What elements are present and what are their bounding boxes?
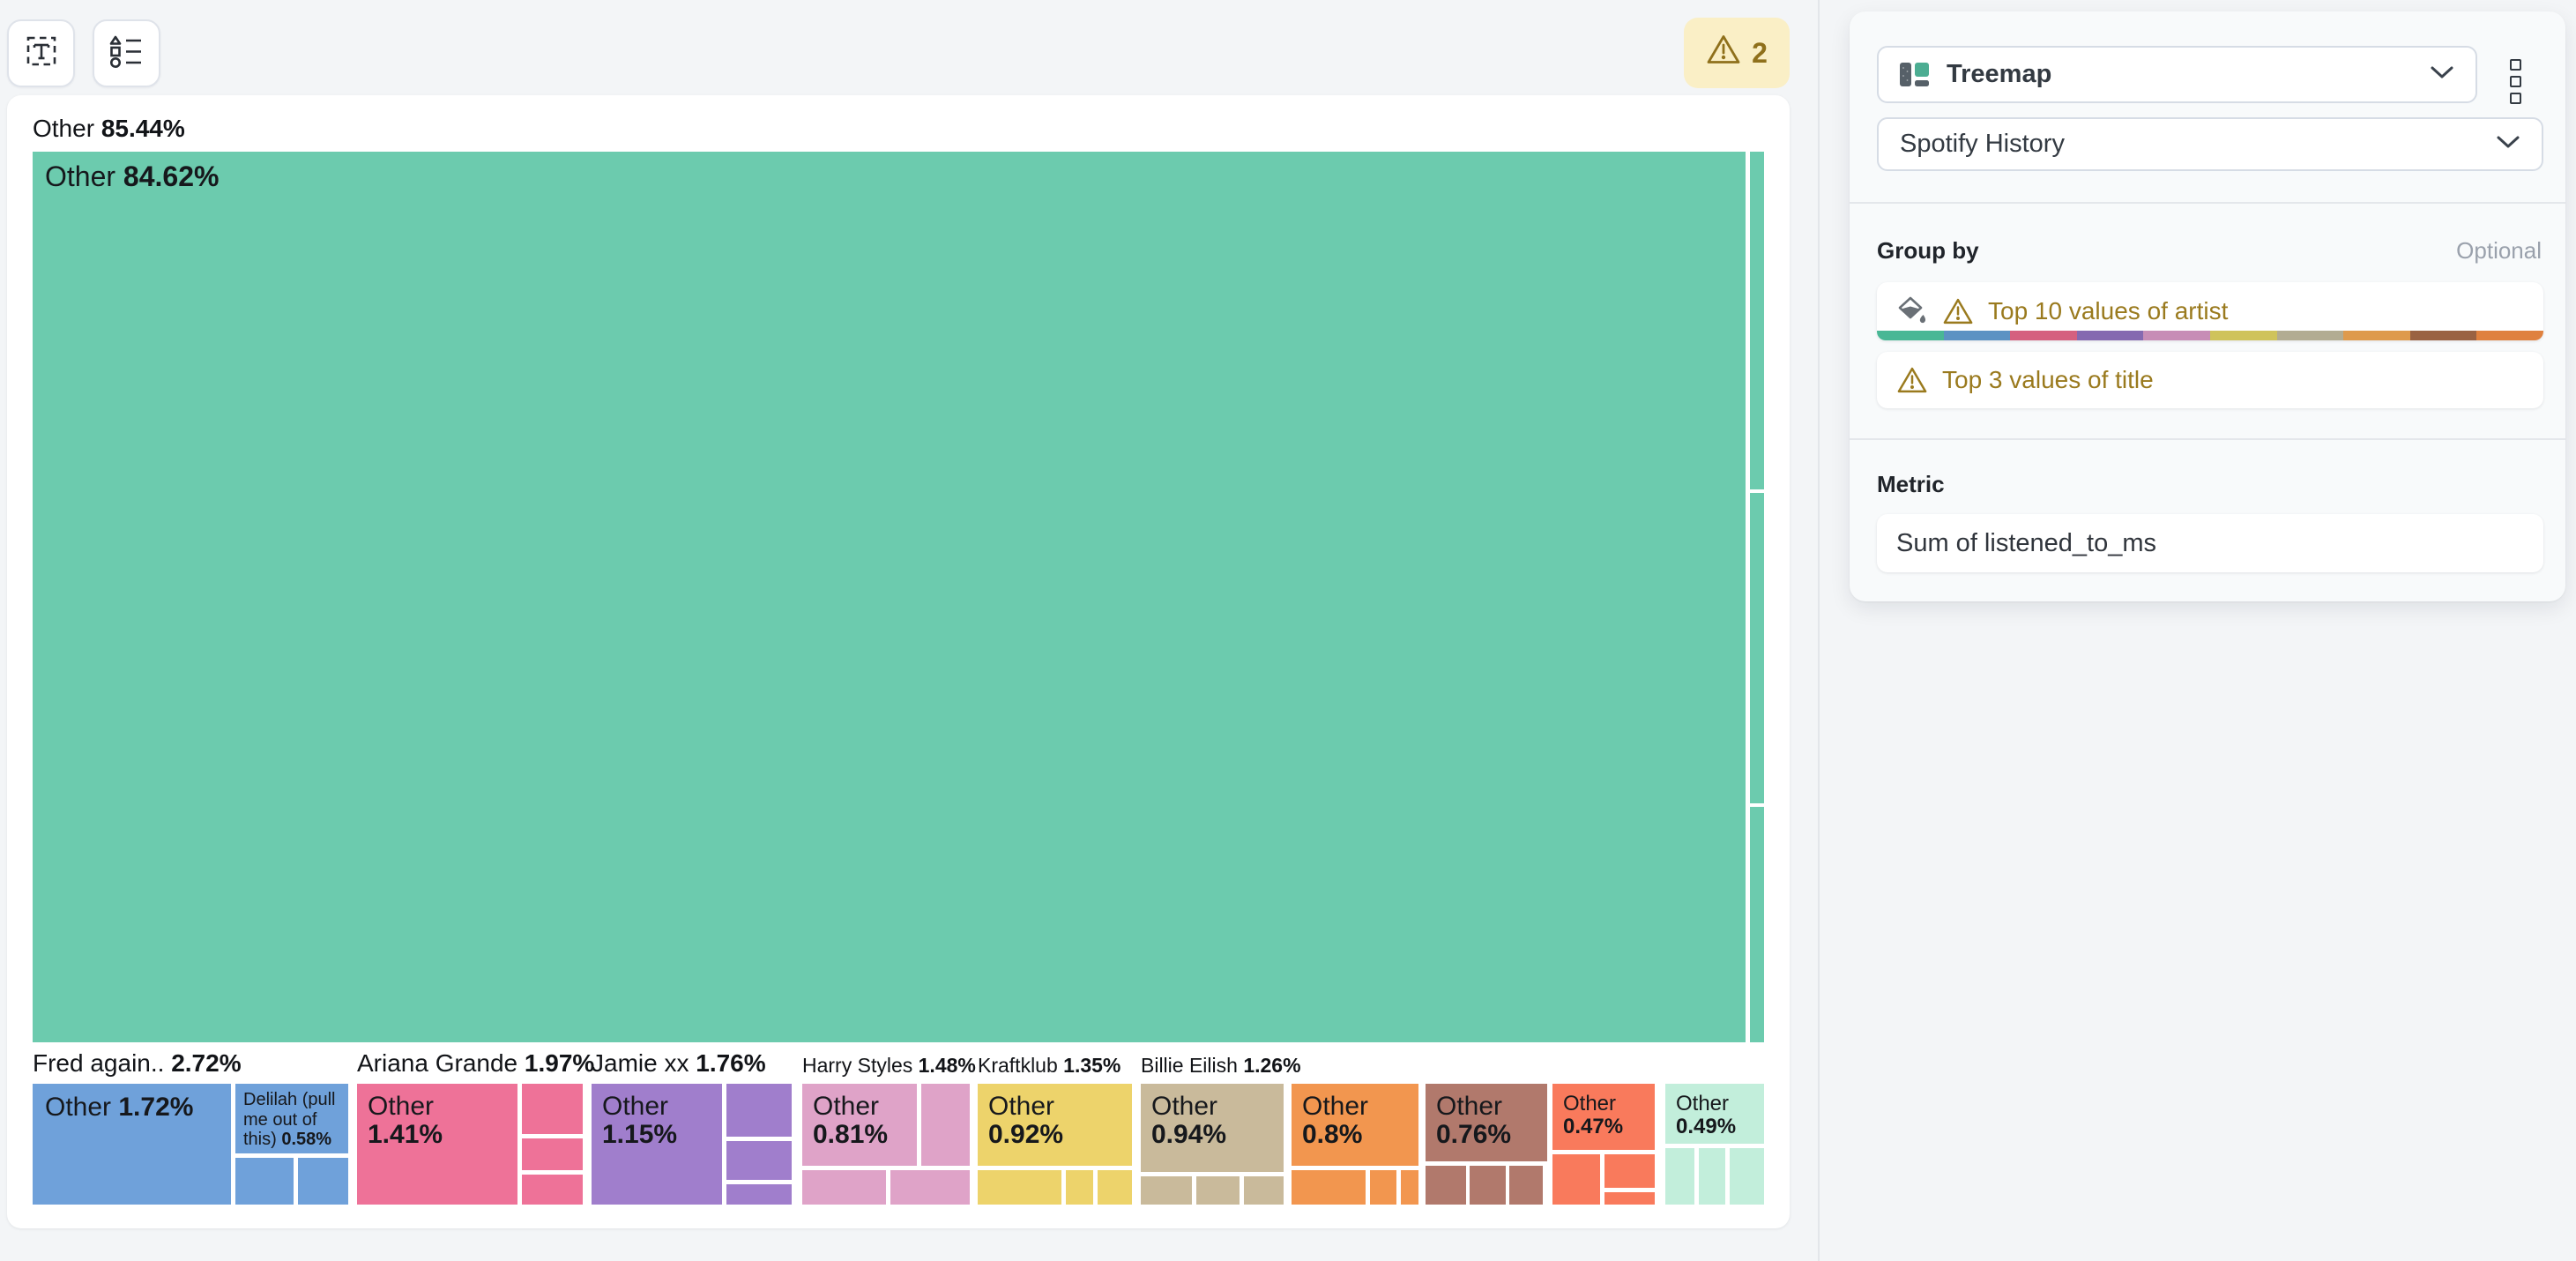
treemap-block[interactable]: [1066, 1170, 1093, 1205]
group-by-item-artist[interactable]: Top 10 values of artist: [1877, 282, 2543, 340]
palette-swatch: [1943, 331, 2011, 340]
palette-swatch: [2276, 331, 2344, 340]
config-panel: Treemap Spotify History Group by Optiona…: [1850, 11, 2565, 601]
group-by-item-title[interactable]: Top 3 values of title: [1877, 352, 2543, 408]
palette-swatch: [2010, 331, 2077, 340]
data-source-select[interactable]: Spotify History: [1877, 117, 2543, 171]
viz-type-select[interactable]: Treemap: [1877, 46, 2477, 103]
treemap-block[interactable]: Other 0.47%: [1552, 1084, 1655, 1150]
more-options-button[interactable]: [2502, 59, 2528, 104]
palette-swatch: [2343, 331, 2410, 340]
treemap-block[interactable]: Other 0.49%: [1665, 1084, 1764, 1144]
treemap-block[interactable]: [1665, 1148, 1694, 1205]
section-divider: [1850, 202, 2565, 204]
artist-color-ramp: [1877, 331, 2543, 340]
treemap-group-label: Kraftklub 1.35%: [978, 1054, 1121, 1077]
treemap-group-label: Jamie xx 1.76%: [592, 1049, 766, 1077]
palette-swatch: [2143, 331, 2210, 340]
treemap-block[interactable]: [235, 1158, 294, 1205]
palette-swatch: [2476, 331, 2543, 340]
treemap-block[interactable]: [1098, 1170, 1132, 1205]
treemap-canvas: Other 84.62% Other 1.72% Delilah (pull me …: [7, 95, 1790, 1228]
treemap-group-label: Billie Eilish 1.26%: [1141, 1054, 1301, 1077]
treemap-group-label: Ariana Grande 1.97%: [357, 1049, 595, 1077]
treemap-icon: [1900, 63, 1929, 86]
treemap-block[interactable]: [726, 1084, 792, 1137]
treemap-block[interactable]: [802, 1170, 886, 1205]
group-by-optional-label: Optional: [2456, 237, 2542, 264]
metric-value: Sum of listened_to_ms: [1896, 528, 2156, 557]
treemap-block[interactable]: Other 0.94%: [1141, 1084, 1284, 1172]
treemap-block[interactable]: [1750, 493, 1764, 803]
treemap-block[interactable]: [890, 1170, 970, 1205]
group-by-header: Group by: [1877, 237, 1979, 264]
metric-item[interactable]: Sum of listened_to_ms: [1877, 514, 2543, 572]
treemap-block[interactable]: [522, 1175, 583, 1205]
text-selection-button[interactable]: [7, 19, 75, 87]
treemap-block[interactable]: [1604, 1192, 1655, 1205]
legend-button[interactable]: [93, 19, 160, 87]
viz-type-value: Treemap: [1947, 60, 2052, 88]
treemap-block[interactable]: [522, 1084, 583, 1134]
warning-triangle-icon: [1942, 297, 1974, 325]
treemap-block[interactable]: [921, 1084, 970, 1166]
treemap-block[interactable]: [1730, 1148, 1764, 1205]
palette-swatch: [2076, 331, 2144, 340]
treemap-block[interactable]: [1401, 1170, 1418, 1205]
palette-swatch: [2209, 331, 2277, 340]
text-selection-icon: [22, 32, 61, 75]
treemap-block[interactable]: [1699, 1148, 1725, 1205]
treemap-block[interactable]: [1244, 1176, 1284, 1205]
treemap-group-label: Harry Styles 1.48%: [802, 1054, 976, 1077]
chart-card: Other 84.62% Other 1.72% Delilah (pull me …: [7, 95, 1790, 1228]
section-divider: [1850, 438, 2565, 440]
warning-triangle-icon: [1896, 366, 1928, 394]
group-by-item-label: Top 10 values of artist: [1988, 297, 2229, 325]
treemap-block[interactable]: [1604, 1154, 1655, 1188]
treemap-block[interactable]: [1750, 807, 1764, 1042]
treemap-block[interactable]: [1750, 152, 1764, 489]
treemap-block[interactable]: [1141, 1176, 1192, 1205]
treemap-block[interactable]: [298, 1158, 348, 1205]
treemap-block[interactable]: Other 0.8%: [1292, 1084, 1418, 1166]
chevron-down-icon: [2430, 65, 2454, 84]
metric-header: Metric: [1877, 471, 1945, 497]
paint-bucket-icon: [1896, 296, 1928, 326]
vertical-divider: [1818, 0, 1820, 1261]
treemap-block[interactable]: Other 0.81%: [802, 1084, 917, 1166]
treemap-group-label: Fred again.. 2.72%: [33, 1049, 242, 1077]
treemap-block[interactable]: [1509, 1166, 1543, 1205]
warning-count: 2: [1752, 36, 1768, 69]
treemap-group-label: Other 85.44%: [33, 115, 185, 142]
kebab-dot: [2509, 93, 2521, 104]
legend-list-icon: [108, 34, 146, 73]
kebab-dot: [2509, 59, 2521, 71]
treemap-block[interactable]: [726, 1141, 792, 1180]
group-by-item-label: Top 3 values of title: [1942, 366, 2154, 393]
treemap-block[interactable]: Other 1.72%: [33, 1084, 231, 1205]
treemap-block[interactable]: [1370, 1170, 1396, 1205]
warning-triangle-icon: [1706, 34, 1741, 72]
treemap-block[interactable]: [1426, 1166, 1466, 1205]
treemap-block[interactable]: Other 1.15%: [592, 1084, 722, 1205]
treemap-block[interactable]: [1552, 1154, 1600, 1205]
treemap-block[interactable]: [1470, 1166, 1506, 1205]
treemap-block[interactable]: Other 0.92%: [978, 1084, 1132, 1166]
treemap-block[interactable]: Other 1.41%: [357, 1084, 517, 1205]
treemap-block[interactable]: Delilah (pull me out of this) 0.58%: [235, 1084, 348, 1153]
warning-badge[interactable]: 2: [1684, 18, 1790, 88]
treemap-block[interactable]: [522, 1138, 583, 1170]
treemap-block[interactable]: Other 84.62%: [33, 152, 1746, 1042]
treemap-block[interactable]: [1196, 1176, 1240, 1205]
data-source-value: Spotify History: [1900, 130, 2065, 158]
chevron-down-icon: [2496, 135, 2520, 153]
treemap-block[interactable]: [1292, 1170, 1366, 1205]
kebab-dot: [2509, 76, 2521, 87]
palette-swatch: [2409, 331, 2477, 340]
treemap-block[interactable]: [978, 1170, 1061, 1205]
treemap-block[interactable]: Other 0.76%: [1426, 1084, 1547, 1161]
treemap-block[interactable]: [726, 1184, 792, 1205]
palette-swatch: [1877, 331, 1944, 340]
